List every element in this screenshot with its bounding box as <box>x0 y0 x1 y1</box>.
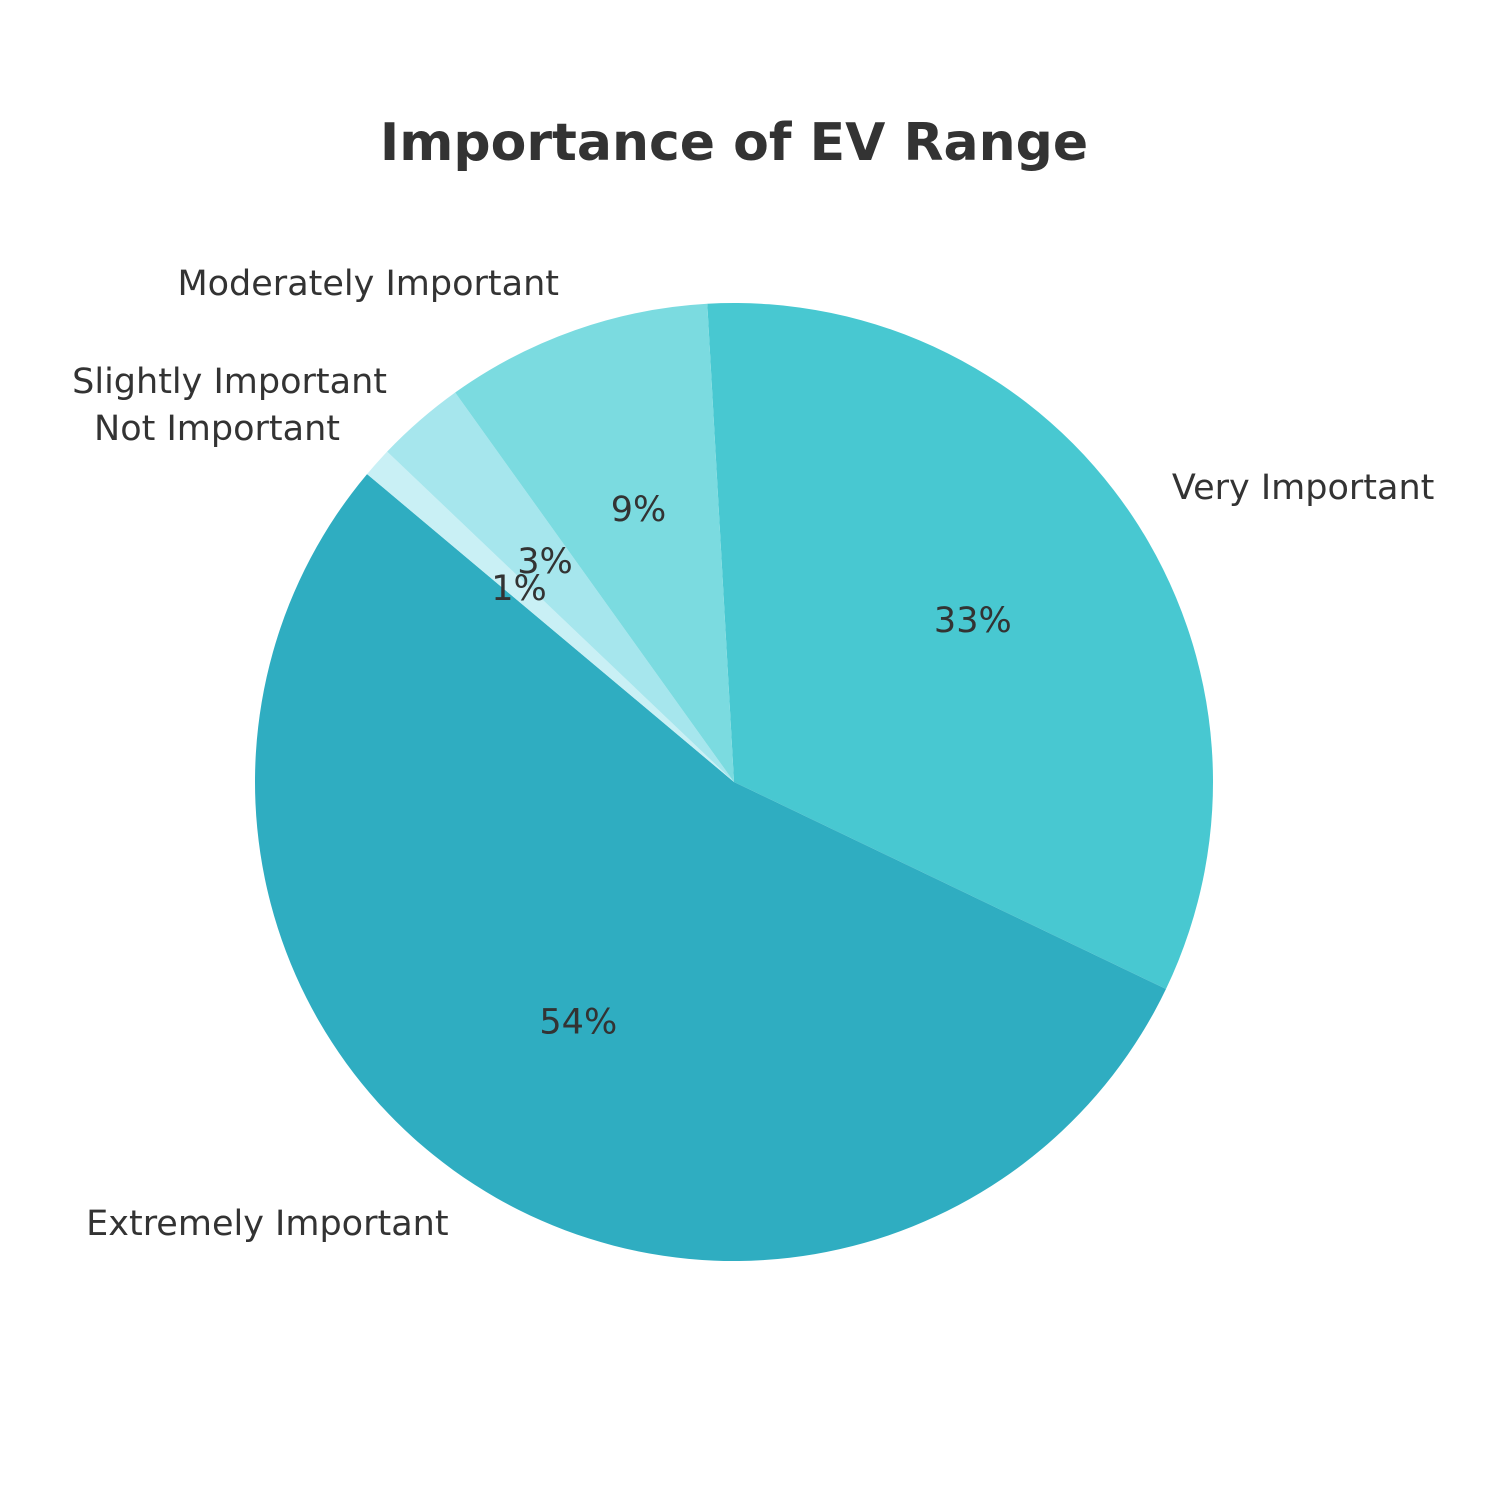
pie-slice-not-important <box>367 451 734 782</box>
value-label-extremely-important: 54% <box>539 1003 617 1043</box>
pie-slices <box>255 303 1214 1261</box>
category-label-very-important: Very Important <box>1172 468 1435 508</box>
pie-slice-very-important <box>707 303 1214 989</box>
value-label-slightly-important: 3% <box>517 542 573 582</box>
pie-slice-moderately-important <box>455 303 734 782</box>
category-label-not-important: Not Important <box>94 409 340 449</box>
value-label-not-important: 1% <box>491 569 547 609</box>
category-labels: Very Important Extremely Important Not Imp… <box>72 264 1434 1244</box>
category-label-slightly-important: Slightly Important <box>72 362 387 402</box>
pie-slice-slightly-important <box>387 392 734 782</box>
category-label-moderately-important: Moderately Important <box>177 264 559 304</box>
category-label-extremely-important: Extremely Important <box>86 1204 448 1244</box>
percentage-labels: 33% 54% 1%3% 9% <box>491 490 1011 1043</box>
chart-title: Importance of EV Range <box>380 113 1088 173</box>
value-label-very-important: 33% <box>934 601 1012 641</box>
pie-slice-extremely-important <box>255 474 1166 1261</box>
value-label-moderately-important: 9% <box>611 490 667 530</box>
